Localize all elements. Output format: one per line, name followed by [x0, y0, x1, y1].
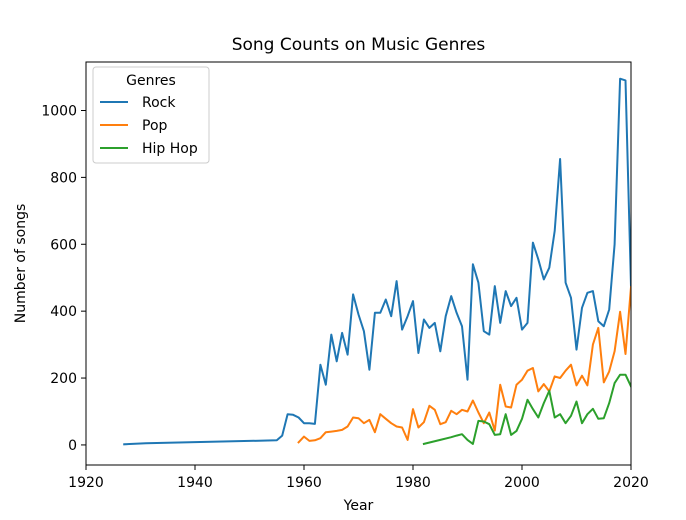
x-tick-label: 2000	[504, 475, 540, 491]
legend-title: Genres	[126, 73, 176, 89]
y-tick-label: 600	[50, 237, 77, 253]
chart-title: Song Counts on Music Genres	[232, 35, 486, 55]
legend: Genres Rock Pop Hip Hop	[92, 66, 210, 164]
x-axis-title: Year	[343, 498, 374, 514]
x-tick-label: 1980	[395, 475, 431, 491]
plot-frame	[85, 61, 632, 466]
y-tick-label: 1000	[41, 103, 77, 119]
plot-area	[123, 77, 631, 446]
x-tick-label: 1960	[286, 475, 322, 491]
series-line-pop	[297, 286, 631, 444]
legend-items: Rock Pop Hip Hop	[100, 95, 198, 157]
legend-label-rock: Rock	[142, 95, 176, 111]
y-axis-title: Number of songs	[13, 204, 29, 324]
series-line-rock	[123, 77, 631, 446]
y-tick-label: 400	[50, 304, 77, 320]
series-line-hip-hop	[422, 373, 631, 446]
y-tick-label: 0	[68, 438, 77, 454]
legend-label-pop: Pop	[142, 118, 168, 134]
y-tick-label: 200	[50, 371, 77, 387]
x-tick-label: 1940	[177, 475, 213, 491]
x-axis: 1920 1940 1960 1980 2000 2020	[68, 465, 649, 491]
x-tick-label: 1920	[68, 475, 104, 491]
legend-box	[92, 66, 210, 164]
y-tick-label: 800	[50, 170, 77, 186]
x-tick-label: 2020	[613, 475, 649, 491]
y-axis: 0 200 400 600 800 1000	[41, 103, 86, 454]
legend-label-hip-hop: Hip Hop	[142, 141, 198, 157]
